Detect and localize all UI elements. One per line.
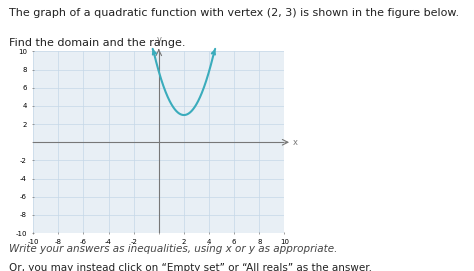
Text: x: x [293,138,298,147]
Text: y: y [156,35,161,44]
Text: Or, you may instead click on “Empty set” or “All reals” as the answer.: Or, you may instead click on “Empty set”… [9,263,373,271]
Text: Find the domain and the range.: Find the domain and the range. [9,38,186,48]
Text: Write your answers as inequalities, using x or y as appropriate.: Write your answers as inequalities, usin… [9,244,338,254]
Text: The graph of a quadratic function with vertex (2, 3) is shown in the figure belo: The graph of a quadratic function with v… [9,8,460,18]
